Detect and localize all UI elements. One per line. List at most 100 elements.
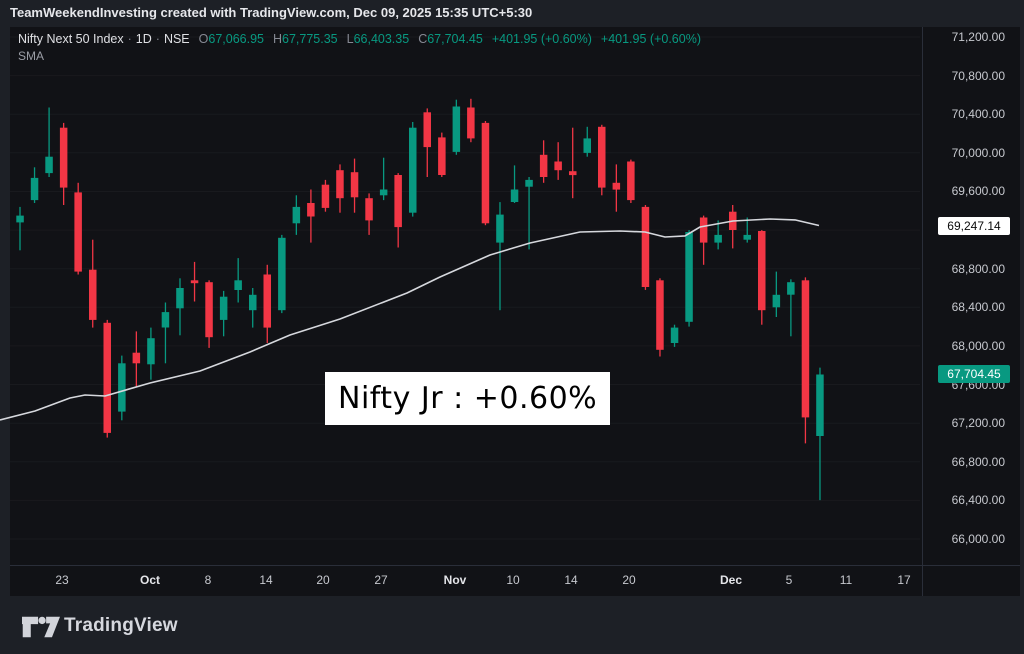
candle-body [30,177,39,201]
price-axis-label: 68,400.00 [951,300,1005,314]
price-axis-label: 70,400.00 [951,107,1005,121]
price-axis-label: 68,800.00 [951,262,1005,276]
time-axis-label: 17 [897,573,911,587]
symbol-title[interactable]: Nifty Next 50 Index [18,32,124,46]
price-axis-label: 69,600.00 [951,184,1005,198]
change-value: +401.95 (+0.60%) [491,32,592,46]
legend-ohlc-row: Nifty Next 50 Index · 1D · NSE O67,066.95 H67,… [18,32,701,46]
price-axis-label: 66,000.00 [951,532,1005,546]
candle-body [452,106,461,152]
time-axis-separator [10,565,1020,566]
symbol-legend: Nifty Next 50 Index · 1D · NSE O67,066.95 H67,… [18,32,701,63]
time-axis-label: 20 [316,573,330,587]
exchange-label: NSE [163,32,190,46]
candle-body [278,237,286,311]
candle-body [292,206,301,224]
open-key: O [198,32,209,46]
candle-body [176,288,184,309]
candle-body [569,171,577,176]
time-axis-month-label: Dec [719,573,742,587]
candle-body [598,126,606,188]
candle-body [539,154,548,177]
time-axis-label: 14 [259,573,273,587]
price-axis-label: 66,400.00 [951,493,1005,507]
candle-body [670,327,679,343]
candle-body [438,137,446,175]
candle-body [118,363,126,412]
candle-body [641,206,650,287]
candle-body [656,280,664,350]
candle-body [816,374,824,436]
legend-separator: · [155,32,160,46]
candle-body [787,282,795,295]
candle-body [379,189,388,196]
time-axis-month-label: Nov [443,573,467,587]
price-axis-label: 70,000.00 [951,146,1005,160]
candle-body [481,122,490,224]
candle-body [627,161,635,201]
candle-body [190,280,199,284]
candle-body [743,234,751,240]
candle-body [423,112,431,148]
price-axis-label: 67,200.00 [951,416,1005,430]
candle-body [74,192,82,272]
candle-body [249,294,257,311]
price-axis-separator [922,27,923,596]
candle-body [219,296,228,320]
candle-body [554,161,562,171]
candle-body [321,184,330,208]
candle-body [161,312,170,328]
time-axis-month-label: Oct [139,573,160,587]
price-axis-label: 71,200.00 [951,30,1005,44]
high-value: 67,775.35 [282,32,338,46]
candle-body [336,170,344,199]
candle-body [583,138,591,153]
chart-pane-background [10,27,1020,596]
price-axis-label: 70,800.00 [951,69,1005,83]
candle-body [234,280,242,290]
price-axis-label: 66,800.00 [951,455,1005,469]
indicator-label-sma[interactable]: SMA [18,49,45,63]
time-axis-label: 14 [564,573,578,587]
candle-body [350,172,359,198]
low-key: L [346,32,354,46]
high-key: H [272,32,283,46]
candle-body [714,234,722,243]
candle-body [89,269,97,320]
candle-body [685,232,693,322]
candle-body [758,231,766,311]
candle-body [132,352,141,364]
sma-line [0,218,820,421]
sma-value-badge: 69,247.14 [938,217,1010,235]
time-axis-label: 27 [374,573,388,587]
change-value-secondary: +401.95 (+0.60%) [600,32,701,46]
candle-body [103,322,111,433]
candle-body [45,156,53,174]
low-value: 66,403.35 [353,32,410,46]
tradingview-brand-text[interactable]: TradingView [64,615,178,636]
candle-body [409,127,417,213]
candle-body [525,179,533,187]
candle-body [147,338,155,365]
candle-body [365,198,373,221]
candle-body [205,282,213,338]
candle-body [699,217,708,243]
time-axis-label: 5 [785,573,793,587]
publisher-watermark: TeamWeekendInvesting created with Tradin… [10,5,533,20]
candle-body [772,294,781,308]
candle-body [16,215,24,223]
candle-body [394,175,402,228]
time-axis-label: 8 [204,573,212,587]
legend-separator: · [127,32,132,46]
tradingview-logo-icon[interactable] [22,613,60,641]
time-axis-label: 20 [622,573,636,587]
callout-label: Nifty Jr : +0.60% [325,372,611,425]
candle-body [801,280,810,418]
interval-label[interactable]: 1D [135,32,152,46]
candle-body [263,274,271,328]
candle-body [307,203,315,217]
time-axis-label: 23 [55,573,69,587]
time-axis-label: 11 [839,573,853,587]
